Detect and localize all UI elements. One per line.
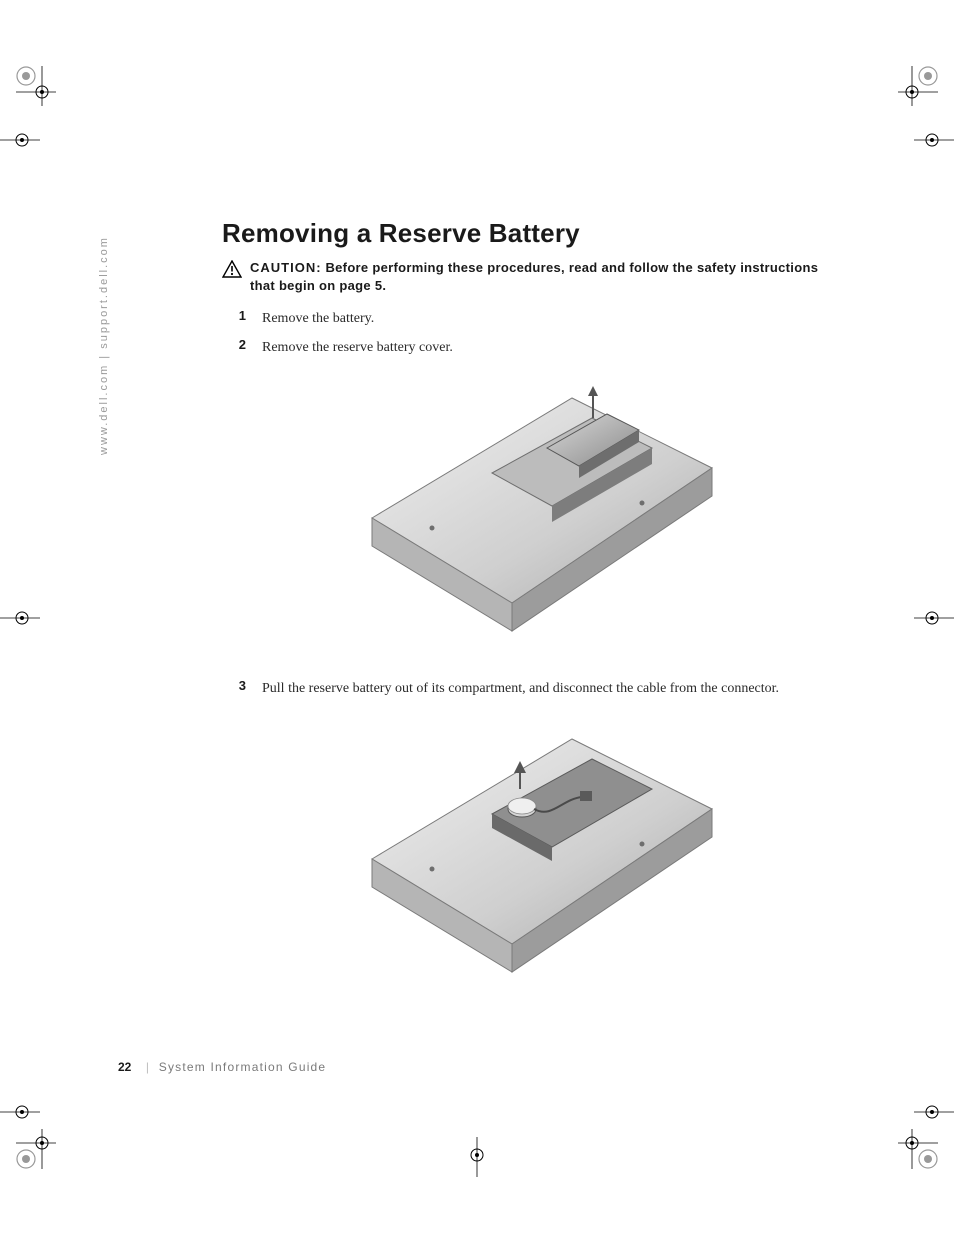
footer-separator: | — [146, 1060, 150, 1074]
crop-mark-icon — [910, 1090, 954, 1134]
crop-mark-icon — [0, 1090, 44, 1134]
caution-body: Before performing these procedures, read… — [250, 260, 818, 293]
crop-mark-icon — [0, 596, 44, 640]
step-number: 1 — [236, 308, 246, 329]
step-number: 2 — [236, 337, 246, 358]
page-title: Removing a Reserve Battery — [222, 218, 842, 249]
step-text: Pull the reserve battery out of its comp… — [262, 678, 779, 699]
caution-icon — [222, 260, 242, 283]
caution-label: CAUTION: — [250, 260, 322, 275]
step-3: 3 Pull the reserve battery out of its co… — [236, 678, 842, 699]
crop-mark-icon — [455, 1133, 499, 1177]
crop-mark-icon — [896, 64, 940, 108]
crop-mark-icon — [14, 64, 58, 108]
step-2: 2 Remove the reserve battery cover. — [236, 337, 842, 358]
crop-mark-icon — [896, 1127, 940, 1171]
caution-text: CAUTION: Before performing these procedu… — [250, 259, 842, 294]
figure-remove-cover — [342, 378, 722, 648]
page-number: 22 — [118, 1060, 131, 1074]
step-1: 1 Remove the battery. — [236, 308, 842, 329]
page-content: Removing a Reserve Battery CAUTION: Befo… — [222, 218, 842, 1019]
crop-mark-icon — [0, 118, 44, 162]
side-url-text: www.dell.com | support.dell.com — [98, 236, 110, 455]
crop-mark-icon — [910, 596, 954, 640]
crop-mark-icon — [14, 1127, 58, 1171]
crop-mark-icon — [910, 118, 954, 162]
doc-title: System Information Guide — [159, 1060, 327, 1074]
figure-pull-battery — [342, 719, 722, 989]
page-footer: 22 | System Information Guide — [118, 1060, 326, 1074]
step-number: 3 — [236, 678, 246, 699]
step-text: Remove the reserve battery cover. — [262, 337, 453, 358]
step-text: Remove the battery. — [262, 308, 374, 329]
caution-block: CAUTION: Before performing these procedu… — [222, 259, 842, 294]
